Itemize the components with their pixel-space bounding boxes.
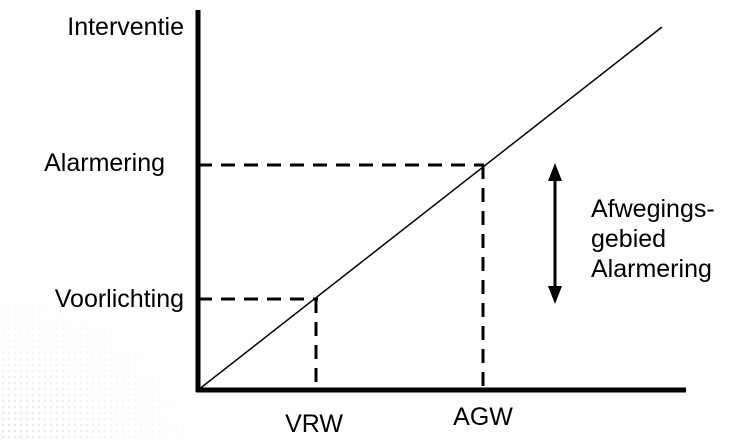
y-level-label-voorlichting: Voorlichting <box>54 285 184 313</box>
x-marker-label-vrw: VRW <box>285 410 343 438</box>
range-arrow-up-head <box>548 163 562 181</box>
range-arrow-down-head <box>548 286 562 304</box>
diagonal-line <box>197 26 663 391</box>
annotation-line-2: gebied <box>591 225 667 253</box>
x-marker-label-agw: AGW <box>453 403 513 431</box>
annotation-line-3: Alarmering <box>591 255 712 283</box>
annotation-line-1: Afwegings- <box>591 195 715 223</box>
y-level-label-alarmering: Alarmering <box>44 149 165 177</box>
background-dot-pattern <box>0 290 200 441</box>
y-axis-label: Interventie <box>67 13 184 41</box>
